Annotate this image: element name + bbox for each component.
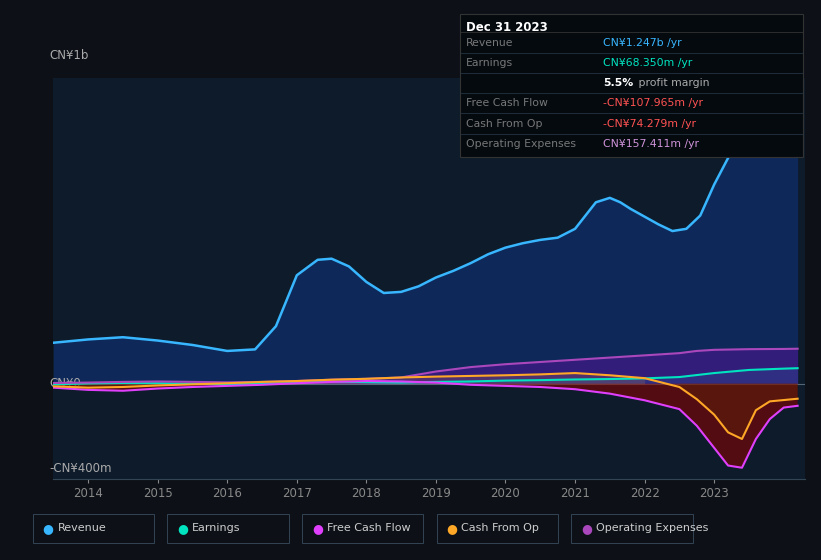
Text: ●: ● [177, 521, 188, 535]
Text: CN¥0: CN¥0 [49, 377, 81, 390]
Text: Cash From Op: Cash From Op [461, 523, 539, 533]
Text: CN¥1.247b /yr: CN¥1.247b /yr [603, 38, 682, 48]
Text: -CN¥107.965m /yr: -CN¥107.965m /yr [603, 99, 704, 109]
Text: Dec 31 2023: Dec 31 2023 [466, 21, 548, 34]
Text: Free Cash Flow: Free Cash Flow [466, 99, 548, 109]
Text: Earnings: Earnings [466, 58, 513, 68]
Text: Operating Expenses: Operating Expenses [596, 523, 709, 533]
Text: Revenue: Revenue [57, 523, 106, 533]
Text: Free Cash Flow: Free Cash Flow [327, 523, 410, 533]
Text: CN¥157.411m /yr: CN¥157.411m /yr [603, 139, 699, 149]
Text: CN¥68.350m /yr: CN¥68.350m /yr [603, 58, 693, 68]
Text: ●: ● [581, 521, 592, 535]
Text: ●: ● [43, 521, 53, 535]
Text: 5.5%: 5.5% [603, 78, 634, 88]
Text: Cash From Op: Cash From Op [466, 119, 543, 129]
Text: Operating Expenses: Operating Expenses [466, 139, 576, 149]
Text: Revenue: Revenue [466, 38, 514, 48]
Text: -CN¥400m: -CN¥400m [49, 462, 112, 475]
Text: Earnings: Earnings [192, 523, 241, 533]
Text: ●: ● [447, 521, 457, 535]
Text: profit margin: profit margin [635, 78, 709, 88]
Text: -CN¥74.279m /yr: -CN¥74.279m /yr [603, 119, 696, 129]
Text: CN¥1b: CN¥1b [49, 49, 89, 62]
Text: ●: ● [312, 521, 323, 535]
